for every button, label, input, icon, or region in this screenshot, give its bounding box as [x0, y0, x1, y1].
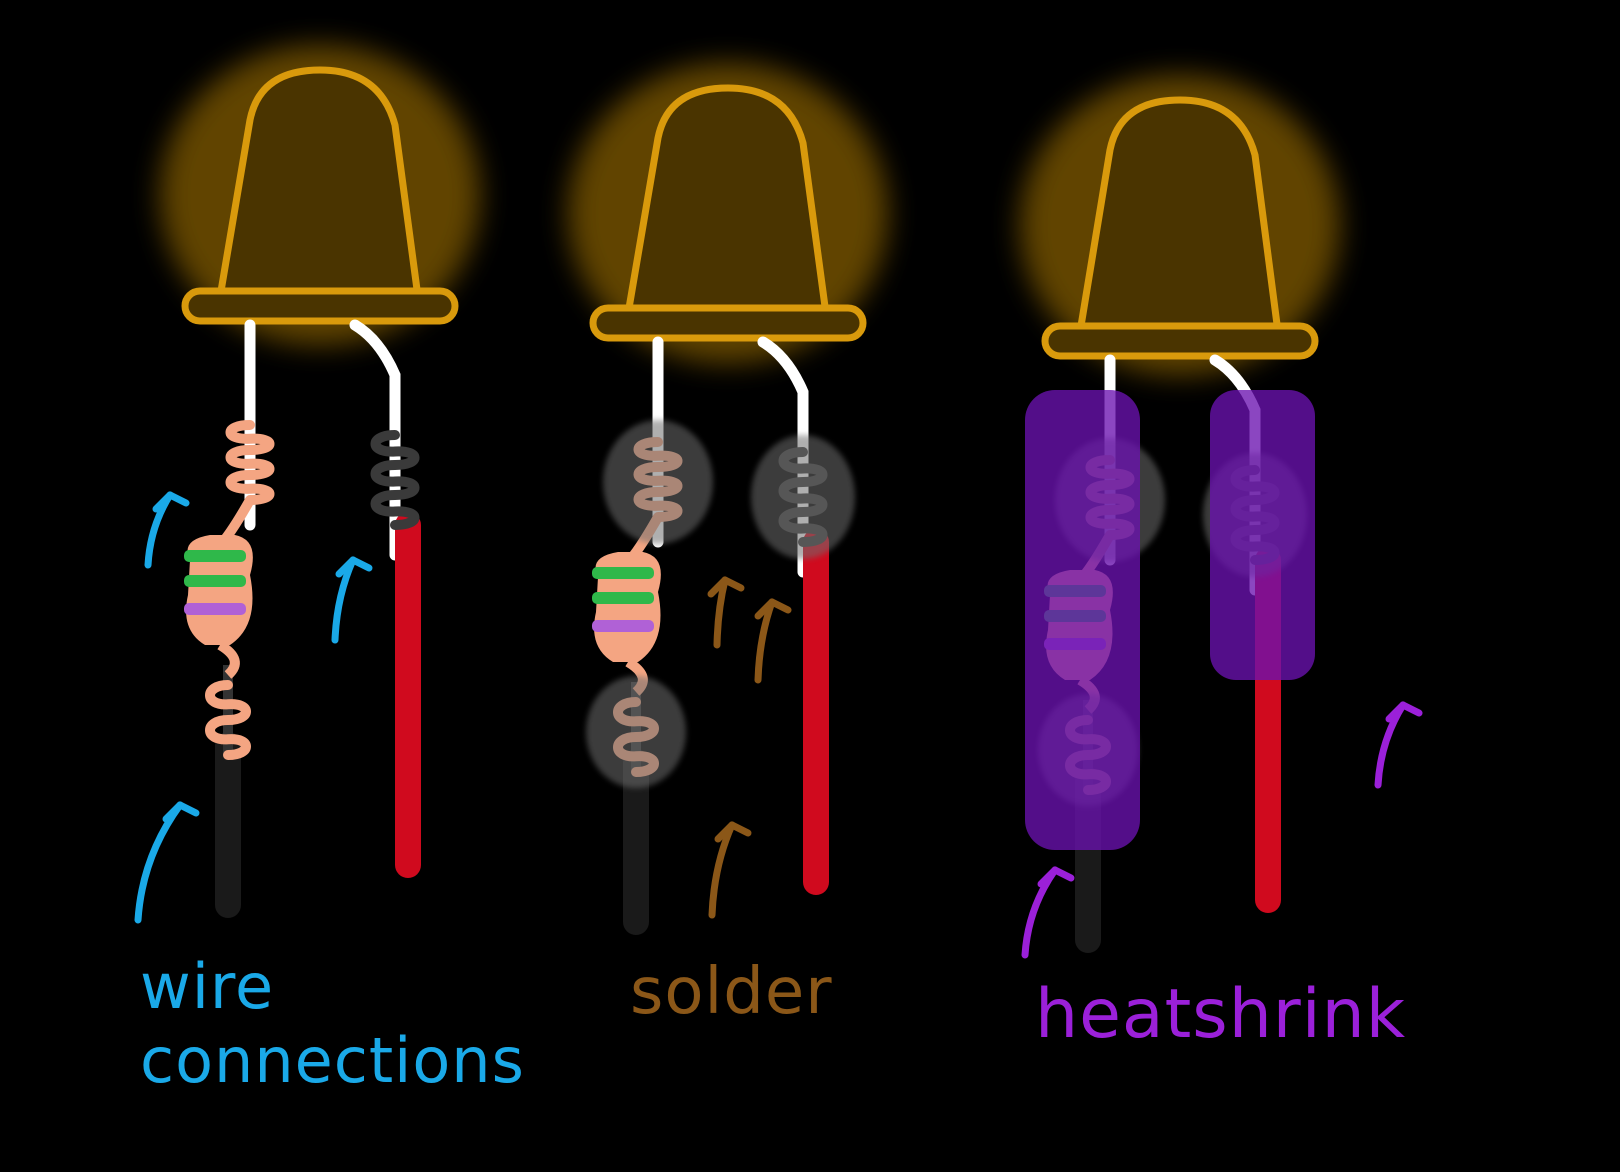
led-icon — [568, 63, 888, 363]
resistor-band — [184, 603, 246, 615]
caption-line-solder: solder — [630, 955, 833, 1029]
led-icon — [1020, 75, 1340, 375]
solder-joints — [586, 420, 855, 788]
led-rim — [1041, 322, 1319, 360]
led-rim — [181, 287, 459, 325]
heatshrink-caption: heatshrink — [1035, 975, 1406, 1055]
led-dome — [216, 66, 422, 301]
resistor-body — [186, 535, 253, 645]
resistor-band — [184, 575, 246, 587]
caption-line-wire: wire — [140, 950, 275, 1023]
solder-panel — [568, 63, 888, 935]
solder-blob — [603, 420, 713, 544]
arrow-icon — [707, 576, 745, 649]
caption-line-connections: connections — [140, 1024, 525, 1097]
led-rim — [589, 304, 867, 342]
led-icon — [160, 45, 480, 345]
resistor-lead-coil — [225, 420, 275, 505]
arrow-icon — [144, 491, 190, 569]
resistor-tail-coil — [205, 680, 251, 760]
heatshrink-sleeve — [1025, 390, 1140, 850]
heatshrink-panel — [1020, 75, 1423, 959]
heatshrink-sleeve — [1210, 390, 1315, 680]
resistor-band — [592, 567, 654, 579]
arrow-icon — [754, 598, 792, 684]
arrow-icon — [1374, 701, 1423, 789]
arrow-icon — [134, 801, 200, 924]
resistor-band — [592, 592, 654, 604]
arrow-icon — [331, 556, 373, 644]
resistor-band — [592, 620, 654, 632]
caption-line-heatshrink: heatshrink — [1035, 975, 1407, 1054]
arrow-icon — [708, 821, 752, 919]
solder-blob — [751, 435, 855, 559]
wire-connections-caption: wire connections — [140, 950, 525, 1098]
heatshrink-sleeves — [1025, 390, 1315, 850]
solder-blob — [586, 676, 686, 788]
wire-coil — [370, 430, 420, 530]
arrow-icon — [1021, 866, 1075, 959]
resistor-body — [594, 552, 661, 662]
led-lead-long — [349, 319, 401, 561]
led-dome — [1076, 96, 1282, 336]
wire-connections-panel — [134, 45, 480, 924]
led-lead-long — [757, 336, 809, 578]
led-dome — [624, 84, 830, 318]
solder-caption: solder — [630, 955, 833, 1029]
resistor-icon — [184, 497, 255, 679]
resistor-band — [184, 550, 246, 562]
